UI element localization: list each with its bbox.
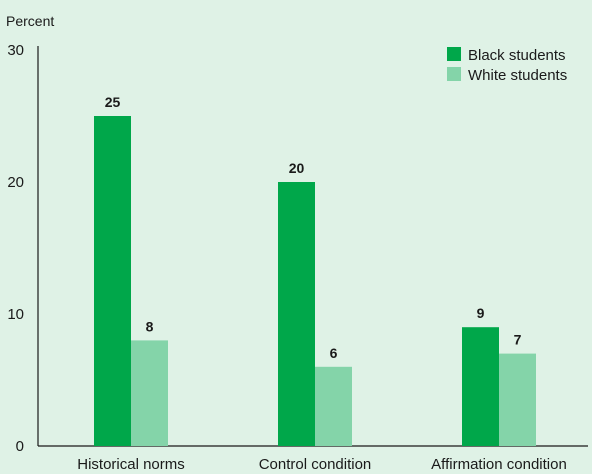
category-label: Affirmation condition: [431, 456, 567, 473]
data-label: 9: [477, 305, 485, 321]
y-tick-label: 0: [16, 438, 24, 455]
legend-label: Black students: [468, 47, 566, 64]
bars: 25 8 Historical norms 20 6 Control condition 9…: [77, 94, 567, 473]
y-tick-label: 10: [7, 306, 24, 323]
legend-label: White students: [468, 67, 567, 84]
y-tick-label: 30: [7, 42, 24, 59]
data-label: 7: [514, 332, 522, 348]
bar: [94, 116, 131, 446]
legend-swatch: [447, 47, 461, 61]
bar: [499, 353, 536, 446]
data-label: 8: [146, 318, 154, 334]
data-label: 6: [330, 345, 338, 361]
y-axis-label: Percent: [6, 13, 54, 29]
legend-swatch: [447, 67, 461, 81]
bar: [462, 327, 499, 446]
category-label: Historical norms: [77, 456, 185, 473]
data-label: 25: [105, 94, 121, 110]
legend: Black students White students: [447, 47, 567, 84]
category-label: Control condition: [259, 456, 372, 473]
bar: [131, 340, 168, 446]
data-label: 20: [289, 160, 305, 176]
bar: [315, 366, 352, 446]
bar: [278, 182, 315, 446]
y-tick-label: 20: [7, 174, 24, 191]
